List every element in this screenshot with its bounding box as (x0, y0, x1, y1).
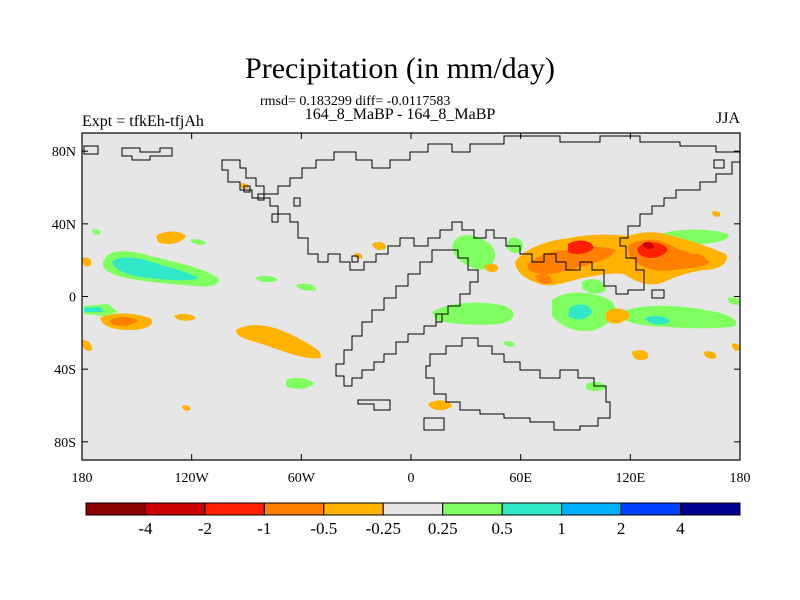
coastline-antarctic-tip (423, 417, 445, 431)
precip-positive-africa-indian (452, 235, 496, 270)
precip-strong-equatorial-indian (568, 304, 592, 320)
colorbar-label-8: 2 (617, 519, 626, 538)
coastline-small-island-2 (293, 197, 301, 207)
colorbar-swatch-9 (620, 502, 682, 516)
precip-negative-sm-2 (182, 405, 191, 411)
lat-label-2: 0 (69, 291, 76, 306)
lon-label-6: 180 (730, 471, 751, 486)
precip-negative-south-indian (632, 350, 649, 360)
precip-negative-indian (606, 308, 630, 324)
colorbar-swatch-10 (680, 502, 741, 516)
precip-negative-atlantic-far (82, 257, 92, 267)
lon-label-1: 120W (175, 471, 210, 486)
lat-label-0: 80N (52, 145, 76, 160)
colorbar-label-2: -1 (257, 519, 271, 538)
precip-negative-atlantic (372, 241, 386, 251)
lat-label-4: 80S (54, 436, 76, 451)
coastline-arctic-island-1 (121, 147, 173, 161)
longitude-axis: 180 120W 60W 0 60E 120E 180 (72, 133, 751, 486)
lon-label-3: 0 (408, 471, 415, 486)
colorbar-swatch-1 (144, 502, 206, 516)
precip-very-strong-negative-japan (642, 241, 654, 249)
precip-negative-sm-4 (84, 345, 93, 351)
coastline-small-island-4 (243, 185, 251, 193)
colorbar-label-9: 4 (676, 519, 685, 538)
coastline-small-island-5 (651, 289, 665, 299)
lon-label-0: 180 (72, 471, 93, 486)
colorbar-swatch-5 (382, 502, 444, 516)
colorbar-swatch-0 (85, 502, 146, 516)
precip-positive-south-atlantic (286, 377, 314, 389)
coastline-small-island-1 (257, 193, 265, 201)
colorbar-label-3: -0.5 (310, 519, 337, 538)
colorbar-swatch-8 (561, 502, 622, 516)
lon-label-5: 120E (616, 471, 646, 486)
lon-label-2: 60W (288, 471, 316, 486)
colorbar-label-6: 0.5 (492, 519, 513, 538)
colorbar-swatch-4 (323, 502, 384, 516)
map-background (82, 133, 740, 460)
plot-title: Precipitation (in mm/day) (245, 52, 555, 85)
colorbar-swatch-2 (204, 502, 265, 516)
coastline-small-island-3 (271, 213, 279, 223)
precip-negative-east-pacific (236, 325, 321, 359)
precip-positive-east-pacific (255, 275, 278, 283)
precip-negative-pacific-north (156, 231, 186, 244)
colorbar-swatch-6 (442, 502, 503, 516)
coastline-main-continent (221, 135, 740, 295)
lat-label-1: 40N (52, 218, 76, 233)
lon-label-4: 60E (509, 471, 532, 486)
precip-negative-mediterranean (484, 263, 499, 273)
coastline-arctic-island-3 (713, 159, 725, 169)
precip-negative-far-east (732, 343, 740, 351)
precip-strong-west-pacific (645, 315, 670, 325)
precip-positive-sm-2 (504, 341, 515, 347)
precip-strong-north-pacific (112, 257, 198, 281)
season-label: JJA (715, 110, 740, 127)
colorbar-label-7: 1 (557, 519, 566, 538)
precip-positive-arabia (506, 237, 524, 253)
latitude-axis: 80N 40N 0 40S 80S (52, 145, 740, 451)
colorbar: -4 -2 -1 -0.5 -0.25 0.25 0.5 1 2 4 (85, 502, 741, 538)
precip-positive-east-pacific-2 (296, 283, 316, 291)
precip-negative-south-indian-2 (704, 351, 717, 359)
precip-very-strong-negative-india (568, 240, 594, 255)
precip-positive-central-pacific (190, 239, 206, 245)
precip-negative-sm-3 (712, 211, 721, 217)
precip-strong-negative-pacific-south (110, 317, 138, 327)
colorbar-label-0: -4 (138, 519, 153, 538)
colorbar-swatch-7 (501, 502, 563, 516)
stats-label: rmsd= 0.183299 diff= -0.0117583 (260, 94, 451, 109)
coastline-southern-africa (425, 337, 611, 431)
precip-positive-sm-3 (728, 297, 740, 305)
coastlines (83, 135, 740, 431)
colorbar-label-1: -2 (198, 519, 212, 538)
precip-negative-south-asia (515, 232, 727, 286)
precip-strong-equatorial-pacific (84, 307, 104, 312)
precip-positive-maritime (582, 279, 606, 294)
precip-strong-negative-arabia (535, 274, 552, 284)
precip-negative-south-america (428, 400, 452, 411)
colorbar-swatch-3 (263, 502, 325, 516)
coastline-small-island-6 (435, 313, 443, 323)
precip-positive-sm-1 (92, 229, 101, 235)
experiment-label: Expt = tfkEh-tfjAh (82, 113, 204, 130)
precip-strong-negative-philippines (688, 254, 706, 264)
coastline-south-pocket (357, 399, 391, 411)
coastline-southern-continent (335, 249, 479, 387)
precip-positive-west-pacific (620, 305, 737, 329)
precip-anomaly-fields (82, 183, 740, 411)
precip-negative-pacific-sm (174, 313, 196, 321)
colorbar-label-5: 0.25 (428, 519, 458, 538)
lat-label-3: 40S (54, 363, 76, 378)
coastline-small-island-7 (351, 255, 359, 263)
precip-positive-equatorial-atlantic (432, 302, 514, 325)
plot-subtitle: 164_8_MaBP - 164_8_MaBP (304, 106, 496, 123)
colorbar-label-4: -0.25 (366, 519, 401, 538)
